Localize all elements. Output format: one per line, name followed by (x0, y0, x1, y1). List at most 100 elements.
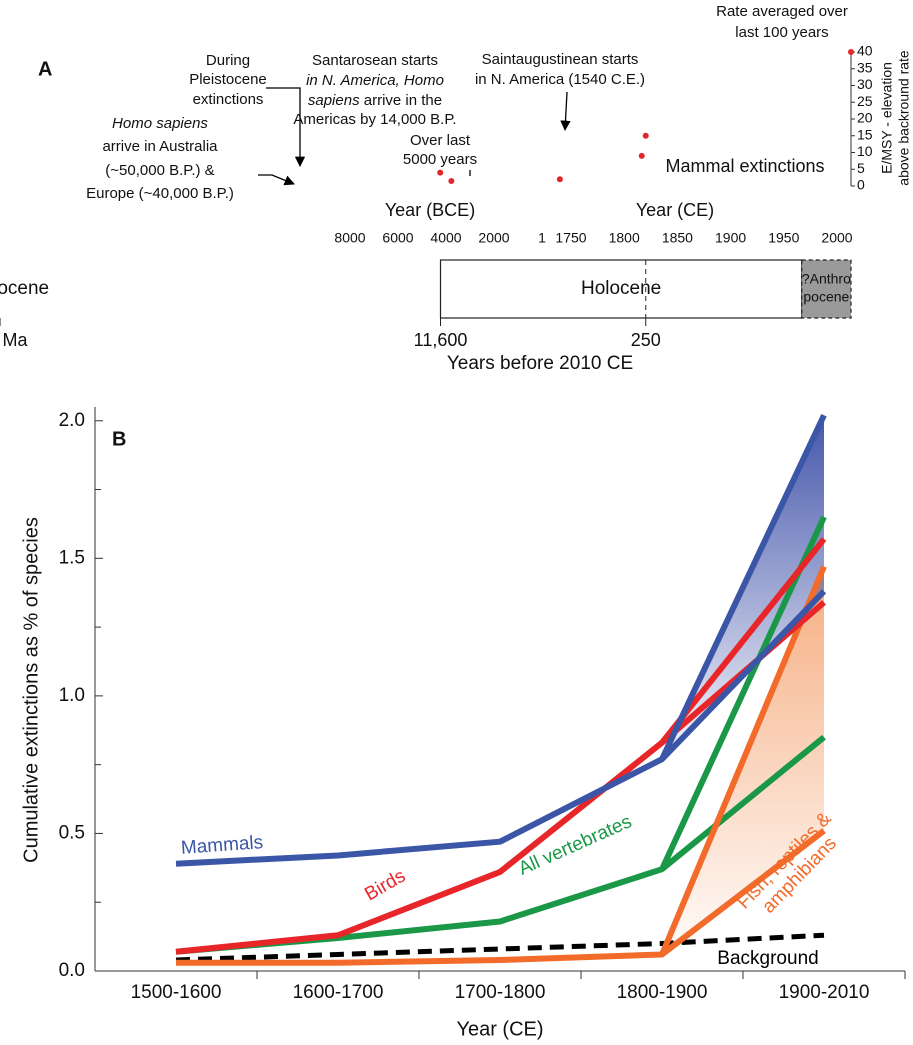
series-line (175, 932, 825, 963)
annotation: Pleistocene (189, 71, 267, 88)
series-line (176, 828, 826, 966)
y-tick-label: 2.0 (59, 410, 85, 431)
period-name: ?Anthro (802, 271, 851, 287)
y-tick-label: 1.0 (59, 685, 85, 706)
series-line-high (659, 565, 827, 956)
y-tick-label: 10 (857, 143, 873, 159)
x-tick-label: 1500-1600 (131, 982, 222, 1003)
series-label: Background (717, 947, 819, 969)
annotation-text: last 100 years (735, 24, 828, 41)
period-box (801, 259, 852, 319)
series-label: Mammal extinctions (665, 156, 824, 176)
y-tick-label: 20 (857, 110, 873, 126)
annotation-text: arrive in Australia (102, 138, 218, 155)
y-tick-label: 40 (857, 43, 873, 59)
x-tick-label: 1.8 Ma (0, 330, 29, 350)
annotation-text: sapiens (308, 92, 360, 109)
annotation-arrows (258, 87, 571, 186)
top-tick-label: 6000 (382, 230, 413, 246)
series-line (175, 589, 827, 867)
annotation: arrive in Australia (102, 138, 218, 155)
data-point (848, 49, 854, 55)
period-box (439, 259, 803, 319)
annotation: last 100 years (735, 24, 828, 41)
annotation: (~50,000 B.P.) & (105, 162, 214, 179)
top-tick-label: 8000 (334, 230, 365, 246)
period-name: pocene (803, 289, 849, 305)
x-tick-label: 11,600 (414, 330, 468, 350)
data-point (556, 176, 563, 183)
panel-label: B (112, 428, 126, 450)
annotation-text: Santarosean starts (312, 52, 438, 69)
annotation-text: Saintaugustinean starts (482, 51, 639, 68)
axis-title: Year (BCE) (385, 200, 475, 220)
annotation: Homo sapiens (112, 115, 208, 132)
y-axis-title: above backround rate (896, 50, 912, 186)
top-tick-label: 1950 (768, 230, 799, 246)
top-tick-label: 4000 (430, 230, 461, 246)
annotation-text: in N. America, Homo (306, 72, 444, 89)
y-tick-label: 1.5 (59, 547, 85, 568)
annotation-text: During (206, 52, 250, 69)
period-name: Holocene (581, 278, 661, 299)
x-tick-label: 250 (631, 330, 661, 350)
annotation: in N. America (1540 C.E.) (475, 71, 645, 88)
period-name: Pleistocene (0, 278, 49, 299)
annotation: Saintaugustinean starts (482, 51, 639, 68)
annotation: Over last (410, 132, 471, 149)
series-line-high (659, 413, 827, 761)
data-point (638, 152, 645, 159)
y-axis-title: Cumulative extinctions as % of species (20, 517, 42, 863)
annotation: sapiens arrive in the (308, 92, 442, 109)
y-tick-label: 35 (857, 59, 873, 75)
series-line (175, 600, 826, 955)
x-axis-title: Year (CE) (456, 1018, 543, 1040)
top-tick-label: 1900 (715, 230, 746, 246)
annotation: Santarosean starts (312, 52, 438, 69)
annotation-text: in N. America (1540 C.E.) (475, 71, 645, 88)
y-axis-title: E/MSY - elevation (879, 62, 895, 174)
annotation: 5000 years (403, 151, 477, 168)
annotation: in N. America, Homo (306, 72, 444, 89)
top-tick-label: 2000 (821, 230, 852, 246)
annotation-text: arrive in the (360, 92, 443, 109)
y-tick-label: 0.0 (59, 960, 85, 981)
y-tick-label: 30 (857, 76, 873, 92)
y-tick-label: 0 (857, 177, 865, 193)
annotation-text: Americas by 14,000 B.P. (293, 111, 456, 128)
top-tick-label: 1850 (662, 230, 693, 246)
x-tick-label: 1800-1900 (617, 982, 708, 1003)
annotation: Rate averaged over (716, 3, 848, 20)
annotation: During (206, 52, 250, 69)
annotation-text: 5000 years (403, 151, 477, 168)
annotation: Europe (~40,000 B.P.) (86, 185, 234, 202)
annotation-text: Homo sapiens (112, 115, 208, 132)
top-tick-label: 1 (538, 230, 546, 246)
x-axis-title: Years before 2010 CE (447, 353, 633, 374)
x-tick-label: 1600-1700 (293, 982, 384, 1003)
axis-title: Year (CE) (636, 200, 714, 220)
x-tick-label: 1900-2010 (779, 982, 870, 1003)
data-point (437, 169, 444, 176)
annotation-text: Rate averaged over (716, 3, 848, 20)
annotation-text: Europe (~40,000 B.P.) (86, 185, 234, 202)
series-label-box: Background (717, 947, 819, 969)
y-tick-label: 25 (857, 93, 873, 109)
annotation: extinctions (193, 91, 264, 108)
y-tick-label: 5 (857, 160, 865, 176)
annotation-text: Over last (410, 132, 471, 149)
top-tick-label: 1800 (609, 230, 640, 246)
annotation-text: extinctions (193, 91, 264, 108)
panel-label: A (38, 58, 52, 80)
y-tick-label: 15 (857, 126, 873, 142)
series-label-box: Mammals (180, 832, 264, 859)
top-tick-label: 2000 (478, 230, 509, 246)
annotation: Americas by 14,000 B.P. (293, 111, 456, 128)
top-tick-label: 1750 (555, 230, 586, 246)
data-point (642, 132, 649, 139)
annotation-text: Pleistocene (189, 71, 267, 88)
x-tick-label: 1700-1800 (455, 982, 546, 1003)
annotation-text: (~50,000 B.P.) & (105, 162, 214, 179)
